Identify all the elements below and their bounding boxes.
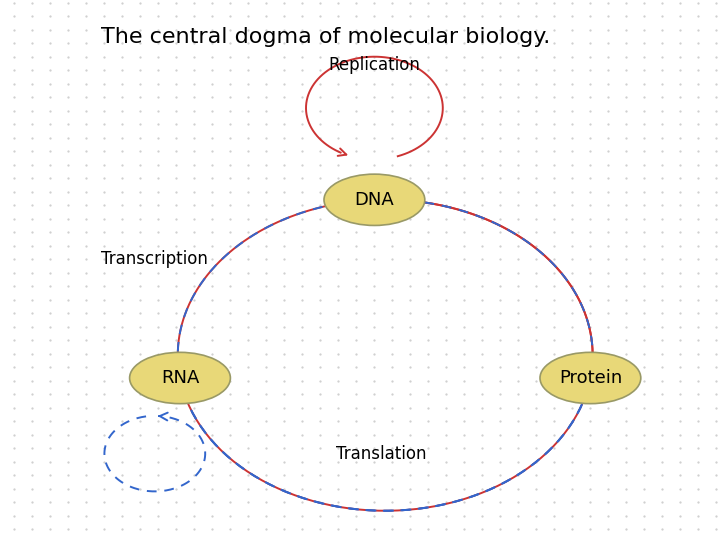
- Ellipse shape: [540, 352, 641, 404]
- Text: RNA: RNA: [161, 369, 199, 387]
- Text: Protein: Protein: [559, 369, 622, 387]
- Ellipse shape: [324, 174, 425, 226]
- Text: DNA: DNA: [354, 191, 395, 209]
- Text: Translation: Translation: [336, 444, 427, 463]
- Ellipse shape: [130, 352, 230, 404]
- Text: The central dogma of molecular biology.: The central dogma of molecular biology.: [101, 27, 550, 47]
- Text: Replication: Replication: [328, 56, 420, 74]
- Text: Transcription: Transcription: [101, 250, 207, 268]
